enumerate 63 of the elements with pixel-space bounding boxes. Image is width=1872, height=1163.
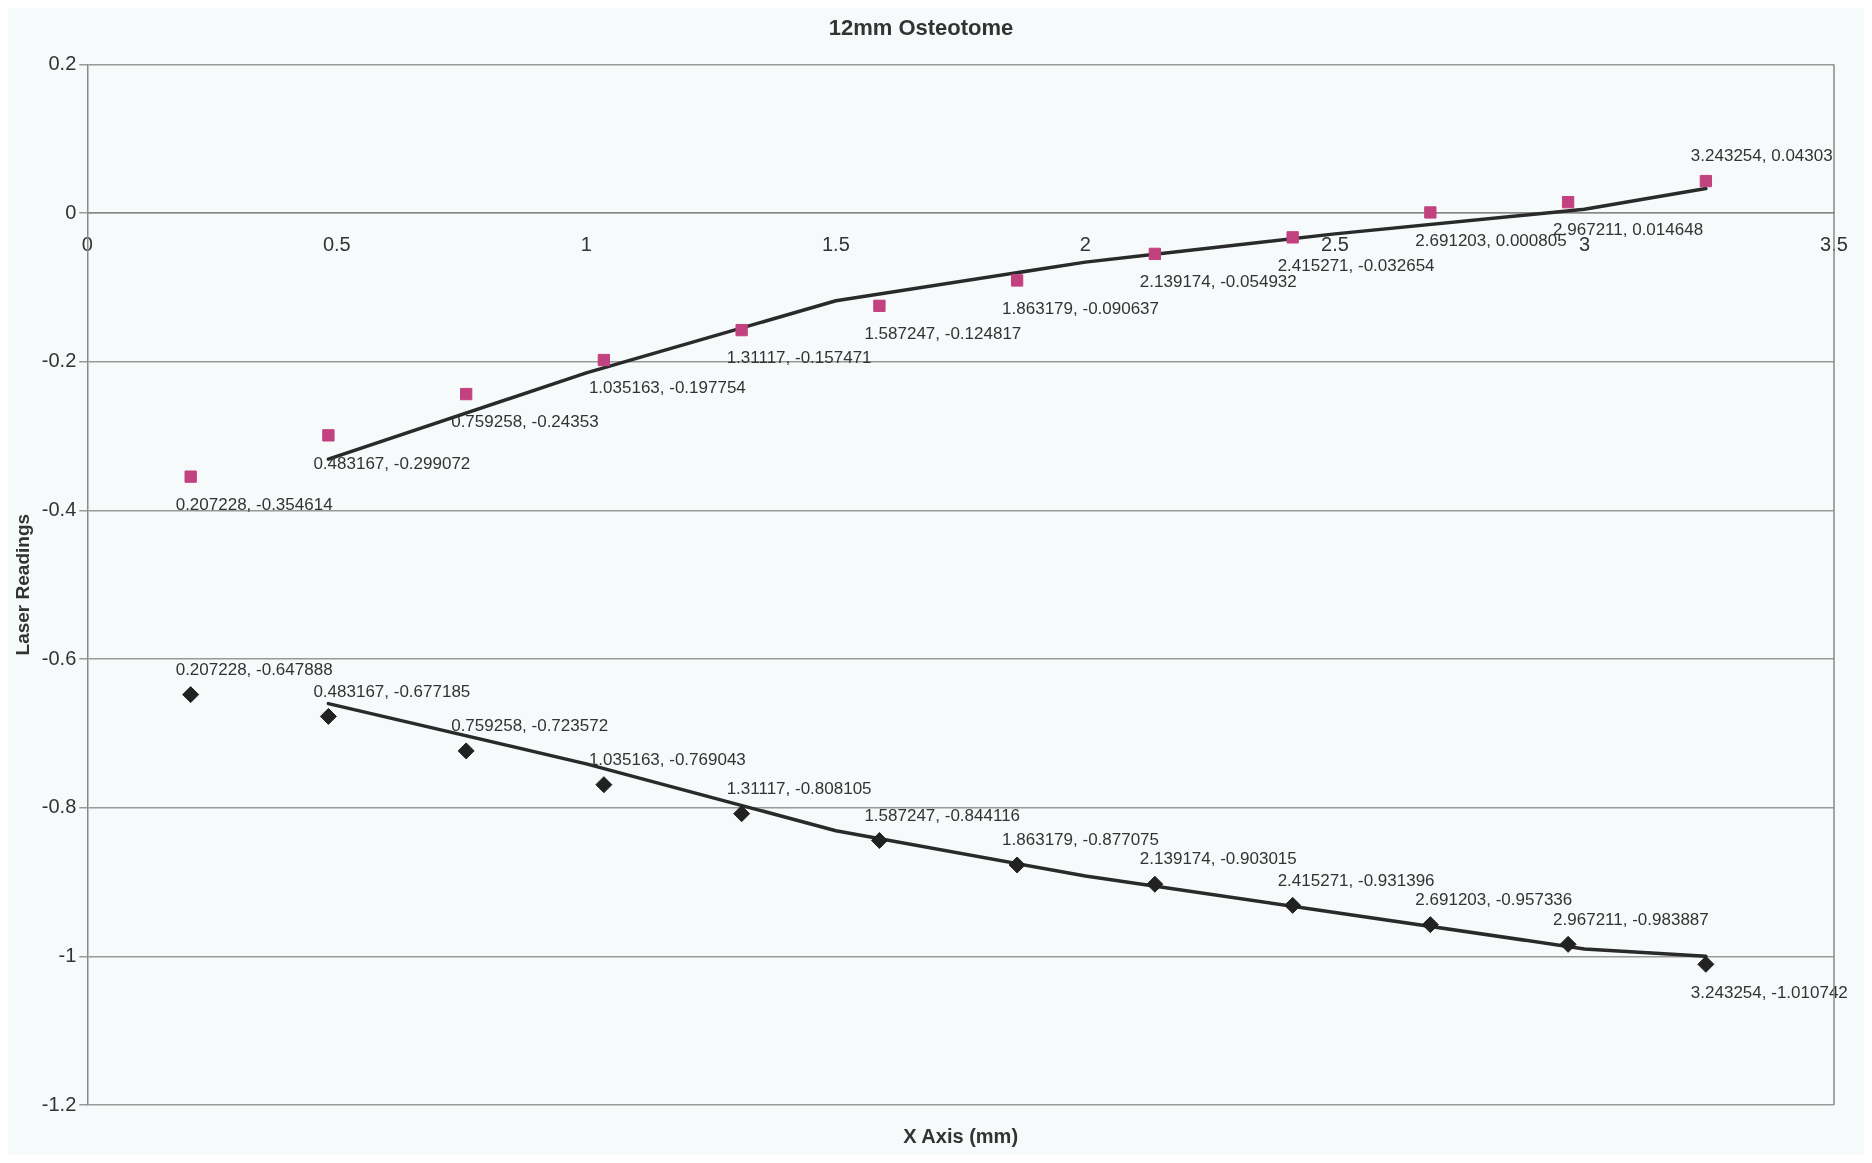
- point: [182, 686, 200, 704]
- data-label: 0.759258, -0.723572: [451, 716, 609, 736]
- y-tick-label: -0.4: [41, 497, 77, 520]
- point: [1146, 875, 1164, 893]
- point: [1697, 955, 1715, 973]
- point: [1148, 247, 1162, 261]
- x-tick-label: 0.5: [322, 232, 351, 255]
- y-tick-label: -1.2: [41, 1092, 77, 1115]
- y-tick-label: -0.6: [41, 646, 77, 669]
- y-tick-label: 0: [65, 200, 77, 223]
- data-label: 0.207228, -0.647888: [175, 659, 333, 679]
- point: [457, 742, 475, 760]
- y-tick-label: -0.8: [41, 795, 77, 818]
- x-tick-label: 2.5: [1321, 232, 1349, 255]
- point: [733, 805, 751, 823]
- x-tick-label: 1: [580, 232, 592, 255]
- data-label: 0.207228, -0.354614: [175, 494, 333, 514]
- y-tick-label: -1: [58, 943, 77, 966]
- data-label: 2.415271, -0.931396: [1277, 870, 1435, 890]
- point: [595, 776, 613, 794]
- data-label: 1.035163, -0.769043: [588, 749, 746, 769]
- x-tick-label: 2: [1079, 232, 1091, 255]
- chart-title: 12mm Osteotome: [828, 15, 1014, 41]
- data-label: 1.863179, -0.090637: [1002, 298, 1160, 318]
- point: [319, 707, 337, 725]
- point: [460, 387, 473, 401]
- data-label: 2.967211, -0.983887: [1553, 909, 1709, 929]
- point: [1559, 935, 1577, 953]
- x-tick-label: 1.5: [821, 232, 850, 255]
- data-label: 0.483167, -0.299072: [313, 453, 471, 473]
- data-label: 2.139174, -0.054932: [1139, 272, 1297, 292]
- point: [1424, 206, 1437, 219]
- point: [1421, 916, 1439, 934]
- y-tick-label: 0.2: [48, 51, 77, 74]
- data-label: 1.035163, -0.197754: [588, 378, 746, 398]
- point: [1286, 231, 1299, 244]
- point: [873, 299, 886, 312]
- data-label: 0.483167, -0.677185: [313, 681, 471, 701]
- x-tick-label: 3.5: [1820, 232, 1848, 255]
- point: [1284, 896, 1302, 914]
- point: [735, 323, 748, 337]
- point: [184, 470, 197, 483]
- x-axis-title: X Axis (mm): [903, 1124, 1019, 1147]
- data-label: 1.31117, -0.157471: [726, 348, 872, 368]
- y-tick-label: -0.2: [41, 349, 77, 372]
- data-label: 2.691203, -0.957336: [1415, 889, 1573, 909]
- point: [1561, 196, 1575, 209]
- data-label: 3.243254, -1.010742: [1690, 982, 1848, 1002]
- point: [1699, 174, 1713, 188]
- data-label: 1.31117, -0.808105: [726, 778, 872, 798]
- y-axis-title: Laser Readings: [11, 513, 33, 656]
- data-label: 2.139174, -0.903015: [1139, 849, 1297, 869]
- data-label: 0.759258, -0.24353: [451, 412, 599, 432]
- data-label: 1.587247, -0.124817: [864, 324, 1022, 344]
- data-label: 2.415271, -0.032654: [1277, 255, 1435, 275]
- point: [1010, 274, 1024, 287]
- data-label: 1.863179, -0.877075: [1002, 830, 1160, 850]
- point: [1008, 856, 1026, 874]
- point: [597, 353, 611, 367]
- point: [870, 831, 888, 849]
- data-label: 3.243254, 0.04303: [1690, 146, 1833, 166]
- data-label: 1.587247, -0.844116: [864, 805, 1021, 825]
- point: [322, 429, 335, 442]
